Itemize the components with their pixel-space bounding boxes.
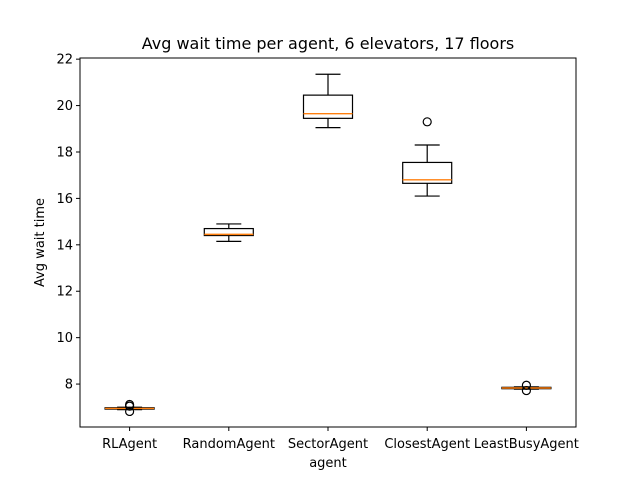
outlier-point (521, 385, 532, 396)
x-tick-label: SectorAgent (288, 437, 368, 452)
y-axis: 8 10 12 14 16 18 20 22 (56, 53, 80, 393)
y-tick-label: 18 (56, 145, 73, 160)
y-tick-label: 10 (56, 331, 73, 346)
box-iqr (203, 227, 254, 237)
x-axis-label: agent (309, 456, 347, 471)
outlier-point (422, 117, 432, 127)
box-iqr (302, 94, 354, 119)
box-leastbusyagent (501, 380, 552, 396)
y-axis-label: Avg wait time (33, 198, 48, 287)
x-tick-label: RLAgent (102, 437, 157, 452)
x-tick-label: ClosestAgent (384, 437, 470, 452)
outlier-point (521, 380, 532, 390)
y-tick-label: 16 (56, 192, 73, 207)
x-tick-label: LeastBusyAgent (474, 437, 579, 452)
outlier-point (125, 406, 135, 417)
y-tick-label: 20 (56, 99, 73, 114)
box-closestagent (402, 117, 453, 197)
box-iqr (402, 161, 453, 184)
outlier-point (125, 399, 135, 410)
y-tick-label: 22 (56, 53, 73, 68)
x-axis: RLAgent RandomAgent SectorAgent ClosestAgen… (102, 427, 579, 452)
box-rlagent (104, 399, 155, 417)
x-tick-label: RandomAgent (183, 437, 275, 452)
box-randomagent (203, 223, 254, 242)
chart-title: Avg wait time per agent, 6 elevators, 17… (142, 34, 515, 53)
y-tick-label: 14 (56, 238, 73, 253)
y-tick-label: 8 (65, 378, 73, 393)
y-tick-label: 12 (56, 285, 73, 300)
boxes-layer (104, 73, 552, 417)
box-sectoragent (302, 73, 354, 129)
